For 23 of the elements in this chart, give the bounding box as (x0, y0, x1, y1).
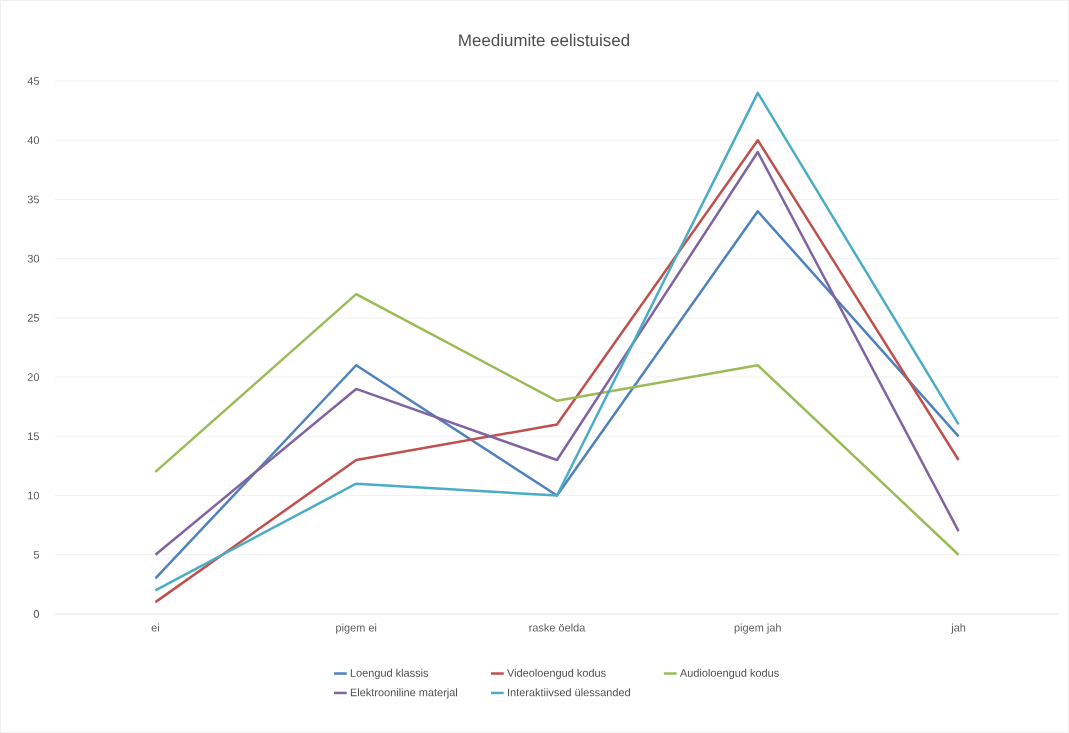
x-tick-label: raske öelda (529, 623, 586, 632)
legend-label: Loengud klassis (350, 668, 429, 680)
legend-label: Elektrooniline materjal (350, 688, 458, 699)
legend-label: Videoloengud kodus (507, 668, 606, 680)
x-tick-label: pigem ei (336, 623, 377, 634)
y-tick-label: 10 (28, 491, 40, 500)
y-tick-label: 30 (27, 254, 40, 263)
y-tick-label: 5 (33, 550, 40, 559)
x-tick-label: ei (151, 623, 159, 632)
legend-label: Audioloengud kodus (679, 668, 779, 680)
y-tick-label: 20 (27, 373, 40, 381)
y-tick-label: 15 (28, 432, 40, 441)
y-tick-label: 35 (27, 195, 40, 204)
y-tick-label: 45 (27, 77, 40, 85)
line-series (154, 210, 960, 580)
chart-title: Meediumite eelistuised (459, 33, 629, 47)
x-tick-label: jah (950, 623, 966, 634)
y-tick-label: 0 (33, 610, 40, 618)
y-tick-label: 25 (27, 314, 40, 322)
x-tick-label: pigem jah (734, 623, 781, 634)
y-tick-label: 40 (27, 136, 40, 145)
line-series (154, 292, 960, 557)
legend-label: Interaktiivsed ülessanded (508, 688, 630, 697)
